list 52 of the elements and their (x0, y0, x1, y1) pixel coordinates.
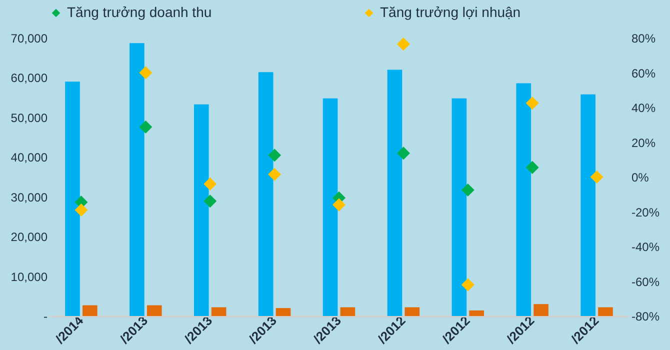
point (268, 148, 282, 162)
point (461, 184, 474, 197)
y-tick-label: 20,000 (10, 230, 48, 244)
bar (146, 305, 162, 316)
y-tick-label: 60,000 (10, 71, 48, 86)
point (139, 66, 152, 80)
y2-tick-label: -60% (632, 274, 660, 289)
point (268, 168, 282, 181)
bar (276, 308, 291, 316)
y2-tick-label: 0% (632, 170, 650, 184)
y2-tick-label: 20% (632, 136, 656, 150)
point (204, 177, 217, 190)
y2-tick-label: 80% (632, 32, 656, 46)
bar (340, 307, 356, 316)
y-tick-label: 70,000 (10, 32, 48, 46)
point (204, 194, 217, 208)
bar (82, 305, 98, 316)
y-tick-label: 50,000 (10, 110, 48, 125)
bar (322, 98, 338, 316)
y-tick-label: 30,000 (10, 190, 48, 204)
point (526, 96, 539, 110)
point (74, 203, 88, 217)
y2-tick-label: -20% (632, 205, 660, 220)
legend-label: Tăng trưởng doanh thu (67, 4, 212, 20)
y2-tick-label: -80% (632, 310, 660, 324)
bar (130, 43, 144, 316)
y-tick-label: 40,000 (10, 150, 48, 165)
y-tick-label: 10,000 (10, 270, 48, 284)
y2-tick-label: -40% (632, 240, 660, 254)
bar (258, 72, 274, 316)
bar (211, 307, 226, 316)
bar (534, 304, 548, 316)
point (590, 170, 604, 184)
bar (580, 94, 596, 316)
y2-tick-label: 60% (632, 66, 656, 80)
bar (598, 307, 613, 316)
point (396, 146, 410, 160)
point (139, 120, 152, 134)
bar (469, 310, 484, 316)
bar (65, 82, 80, 316)
bar (194, 104, 209, 316)
point (332, 198, 346, 212)
point (461, 278, 474, 292)
bar (516, 83, 532, 316)
point (526, 160, 539, 174)
bar (387, 70, 402, 316)
bar (452, 98, 467, 316)
bar (404, 307, 420, 316)
point (396, 38, 410, 51)
y-tick-label: - (44, 310, 48, 324)
legend-label: Tăng trưởng lợi nhuận (380, 4, 521, 20)
y2-tick-label: 40% (632, 101, 656, 115)
